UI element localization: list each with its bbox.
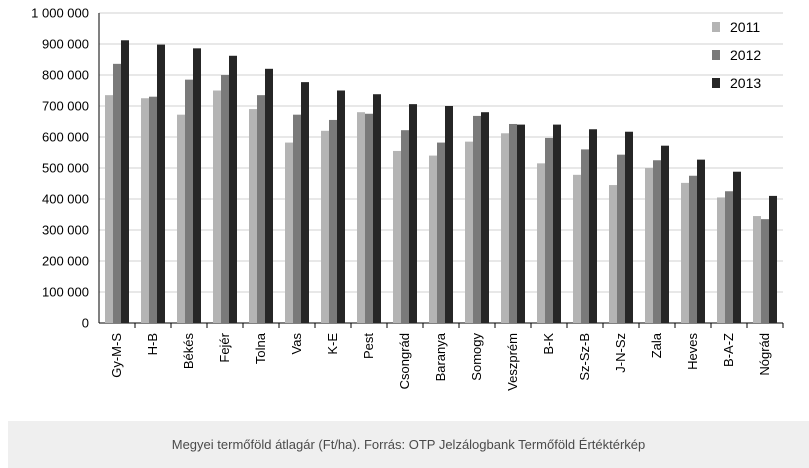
bar-2012-Zala xyxy=(653,160,661,323)
bar-2013-Sz-Sz-B xyxy=(589,129,597,323)
bar-2011-Zala xyxy=(645,168,653,323)
x-tick-label: Heves xyxy=(685,333,700,370)
x-tick-label: B-K xyxy=(541,333,556,355)
bar-2012-Pest xyxy=(365,113,373,323)
x-tick-label: Fejér xyxy=(217,332,232,362)
y-tick-label: 600 000 xyxy=(42,130,89,145)
x-tick-label: Tolna xyxy=(253,332,268,364)
x-tick-label: Gy-M-S xyxy=(109,333,124,378)
bar-2013-H-B xyxy=(157,44,165,324)
legend-swatch-2011 xyxy=(712,22,720,32)
y-tick-label: 0 xyxy=(82,316,89,331)
bar-2013-Vas xyxy=(301,82,309,323)
bar-2011-B-A-Z xyxy=(717,197,725,323)
y-tick-label: 300 000 xyxy=(42,223,89,238)
x-tick-label: H-B xyxy=(145,333,160,355)
bar-2011-B-K xyxy=(537,163,545,323)
x-tick-label: K-E xyxy=(325,333,340,355)
legend-label-2011: 2011 xyxy=(730,19,760,35)
bar-2011-Csongrád xyxy=(393,150,401,323)
x-tick-label: Békés xyxy=(181,333,196,370)
bar-2011-J-N-Sz xyxy=(609,185,617,323)
bar-2011-Pest xyxy=(357,112,365,323)
bar-2013-B-A-Z xyxy=(733,171,741,323)
x-tick-label: Baranya xyxy=(433,332,448,381)
bar-2012-B-A-Z xyxy=(725,191,733,323)
bar-2011-Gy-M-S xyxy=(105,95,113,324)
bar-chart: 0 100 000 200 000 300 000 400 000 500 000 600 … xyxy=(31,6,784,391)
bar-2012-Heves xyxy=(689,175,697,323)
bar-2012-Békés xyxy=(185,79,193,324)
bar-2013-Csongrád xyxy=(409,104,417,323)
bar-2012-Veszprém xyxy=(509,123,517,323)
bar-2013-Pest xyxy=(373,94,381,323)
x-tick-label: J-N-Sz xyxy=(613,333,628,373)
bar-2012-J-N-Sz xyxy=(617,154,625,323)
y-tick-label: 800 000 xyxy=(42,68,89,83)
caption-bar: Megyei termőföld átlagár (Ft/ha). Forrás… xyxy=(8,421,809,468)
bar-2013-Nógrád xyxy=(769,195,777,323)
bar-2013-Tolna xyxy=(265,68,273,323)
chart-caption: Megyei termőföld átlagár (Ft/ha). Forrás… xyxy=(171,437,646,452)
bar-2012-B-K xyxy=(545,137,553,323)
legend-swatch-2012 xyxy=(712,50,720,60)
legend-label-2013: 2013 xyxy=(730,75,761,91)
bar-2011-Sz-Sz-B xyxy=(573,174,581,323)
bar-2011-Heves xyxy=(681,182,689,323)
x-tick-label: Pest xyxy=(361,333,376,359)
bar-2013-Baranya xyxy=(445,106,453,323)
x-tick-label: Nógrád xyxy=(757,333,772,376)
y-tick-label: 100 000 xyxy=(42,285,89,300)
legend-swatch-2013 xyxy=(712,78,720,88)
x-tick-label: Vas xyxy=(289,333,304,355)
y-tick-label: 400 000 xyxy=(42,192,89,207)
y-tick-label: 900 000 xyxy=(42,37,89,52)
bar-2013-Heves xyxy=(697,159,705,323)
bar-2013-Békés xyxy=(193,48,201,324)
x-tick-label: Veszprém xyxy=(505,333,520,391)
y-tick-label: 200 000 xyxy=(42,254,89,269)
x-tick-label: Somogy xyxy=(469,333,484,381)
bar-2013-Gy-M-S xyxy=(121,40,129,323)
bar-2013-Zala xyxy=(661,145,669,323)
legend-label-2012: 2012 xyxy=(730,47,761,63)
bar-2011-Fejér xyxy=(213,90,221,323)
bar-2011-Tolna xyxy=(249,109,257,323)
bar-2011-H-B xyxy=(141,98,149,323)
bar-2013-Fejér xyxy=(229,55,237,323)
bar-2012-Sz-Sz-B xyxy=(581,149,589,323)
y-tick-label: 1 000 000 xyxy=(31,6,89,21)
bar-2011-Veszprém xyxy=(501,133,509,323)
bar-2011-Békés xyxy=(177,114,185,324)
bar-2012-Fejér xyxy=(221,75,229,323)
y-tick-label: 500 000 xyxy=(42,161,89,176)
bar-2013-Somogy xyxy=(481,112,489,323)
bar-2013-J-N-Sz xyxy=(625,131,633,323)
bar-2011-Vas xyxy=(285,142,293,323)
bar-2012-Nógrád xyxy=(761,219,769,323)
x-tick-label: Sz-Sz-B xyxy=(577,333,592,381)
bar-2012-Somogy xyxy=(473,115,481,323)
bar-2012-H-B xyxy=(149,96,157,323)
bar-2012-Gy-M-S xyxy=(113,63,121,324)
bar-2011-K-E xyxy=(321,130,329,323)
bar-2012-Baranya xyxy=(437,142,445,323)
bar-2012-K-E xyxy=(329,119,337,323)
bar-2012-Vas xyxy=(293,114,301,324)
bar-2011-Somogy xyxy=(465,141,473,323)
bar-2012-Csongrád xyxy=(401,130,409,323)
bar-2013-K-E xyxy=(337,90,345,323)
x-tick-label: B-A-Z xyxy=(721,333,736,367)
bar-2013-B-K xyxy=(553,124,561,323)
bar-2013-Veszprém xyxy=(517,124,525,323)
bar-2011-Nógrád xyxy=(753,216,761,323)
x-tick-label: Zala xyxy=(649,332,664,358)
bar-2012-Tolna xyxy=(257,95,265,324)
x-tick-label: Csongrád xyxy=(397,333,412,389)
bar-2011-Baranya xyxy=(429,155,437,323)
y-tick-label: 700 000 xyxy=(42,99,89,114)
chart-area: 0 100 000 200 000 300 000 400 000 500 000 600 … xyxy=(31,6,784,391)
